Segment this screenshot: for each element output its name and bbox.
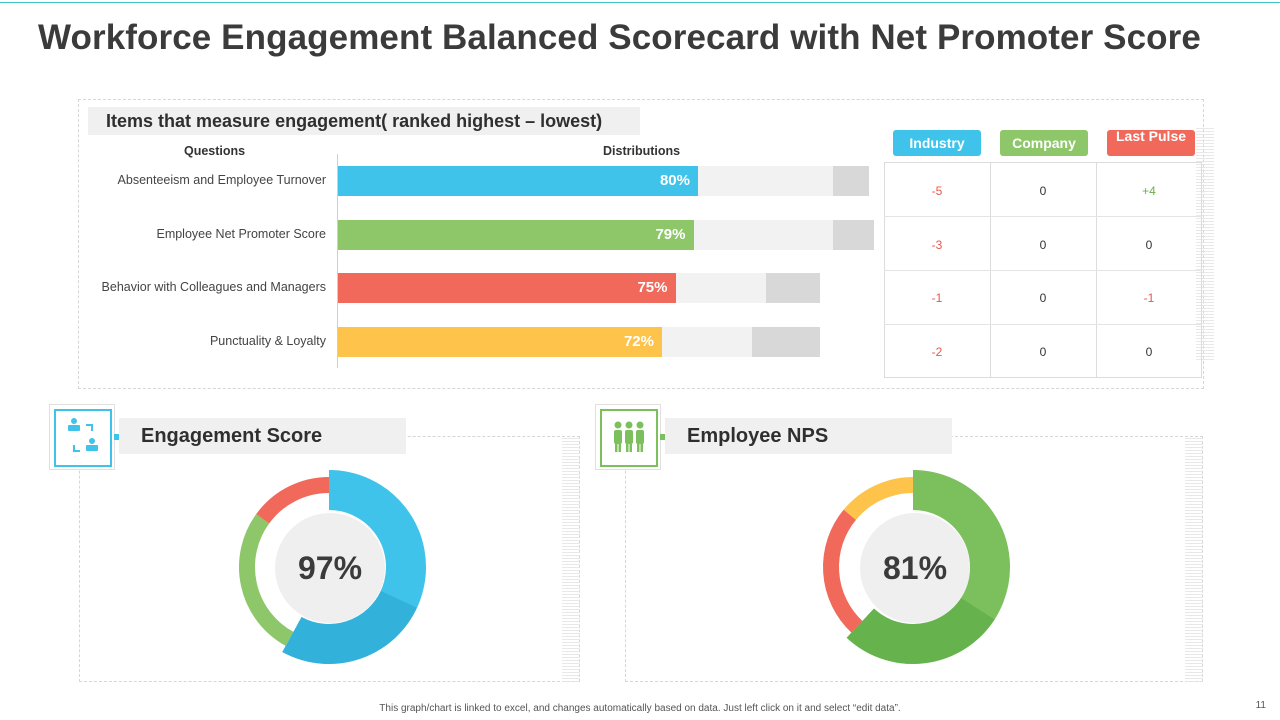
donut-segment-red — [823, 509, 863, 633]
table-cell: 0 — [1039, 184, 1047, 198]
table-cell: -1 — [1143, 291, 1155, 305]
company-header: Company — [1000, 130, 1088, 156]
bar-background-tail — [765, 273, 820, 303]
table-cell: -2 — [931, 345, 943, 359]
bar-chart-title: Items that measure engagement( ranked hi… — [88, 107, 640, 135]
engagement-score-title: Engagement Score — [119, 418, 406, 454]
card-hatch-decoration — [1185, 436, 1203, 682]
questions-header: Questions — [184, 144, 246, 158]
nps-donut — [823, 470, 1010, 664]
bar-fill — [338, 166, 698, 196]
nps-icon-frame — [595, 404, 661, 470]
donut-segment-main — [846, 470, 1010, 664]
table-hatch-decoration — [1196, 128, 1214, 360]
question-label: Employee Net Promoter Score — [156, 227, 326, 241]
bar-background-tail — [752, 327, 820, 357]
industry-header: Industry — [893, 130, 981, 156]
page-number: 11 — [1255, 700, 1266, 711]
engagement-icon-frame — [49, 404, 115, 470]
bar-background-tail — [833, 220, 874, 250]
bar-value-label: 80% — [659, 172, 690, 189]
last-pulse-header: Last Pulse — [1107, 130, 1195, 156]
team-icon — [614, 421, 644, 452]
donut-segment-yellow — [843, 477, 914, 521]
table-cell: +4 — [1142, 184, 1156, 198]
table-cell: -5 — [931, 184, 943, 198]
bar-value-label: 75% — [637, 279, 668, 296]
bar-background-tail — [833, 166, 869, 196]
employee-nps-title: Employee NPS — [665, 418, 952, 454]
donut-segment-main — [282, 470, 426, 664]
engagement-connector — [114, 434, 120, 440]
bar-value-label: 79% — [655, 226, 686, 243]
table-cell: 0 — [1039, 238, 1047, 252]
engagement-donut — [239, 470, 426, 664]
people-exchange-icon — [68, 418, 98, 452]
engagement-score-value: 97% — [275, 513, 385, 623]
employee-nps-value: 81% — [860, 513, 970, 623]
engagement-icon-border — [54, 409, 112, 467]
donut-segment-highlight — [269, 494, 330, 528]
donut-segment-highlight — [840, 520, 868, 621]
slide-title: Workforce Engagement Balanced Scorecard … — [38, 18, 1201, 57]
donut-segment-shade — [846, 597, 995, 664]
question-label: Behavior with Colleagues and Managers — [101, 280, 326, 294]
table-cell: 0 — [1145, 345, 1153, 359]
donut-segment-highlight — [256, 524, 297, 631]
card-hatch-decoration — [562, 436, 580, 682]
table-row-divider — [884, 270, 1202, 271]
top-accent-line — [0, 2, 1280, 3]
table-cell: -3 — [931, 238, 943, 252]
nps-icon-border — [600, 409, 658, 467]
donut-segment-green — [239, 514, 294, 646]
distributions-header: Distributions — [603, 144, 681, 158]
table-row-divider — [884, 216, 1202, 217]
question-label: Punctuality & Loyalty — [209, 334, 326, 348]
bar-fill — [338, 220, 694, 250]
donut-segment-red — [256, 477, 330, 524]
bar-chart-axis — [337, 154, 338, 368]
table-cell: -1 — [931, 291, 943, 305]
bar-fill — [338, 327, 662, 357]
question-label: Absenteeism and Employee Turnover — [117, 173, 326, 187]
donut-segment-shade — [282, 590, 418, 664]
table-cell: 0 — [1039, 345, 1047, 359]
table-cell: 0 — [1039, 291, 1047, 305]
donut-segment-highlight — [856, 494, 914, 525]
bar-value-label: 72% — [623, 333, 654, 350]
bar-fill — [338, 273, 676, 303]
table-row-divider — [884, 324, 1202, 325]
footer-note: This graph/chart is linked to excel, and… — [379, 703, 901, 714]
nps-connector — [660, 434, 666, 440]
table-cell: 0 — [1145, 238, 1153, 252]
